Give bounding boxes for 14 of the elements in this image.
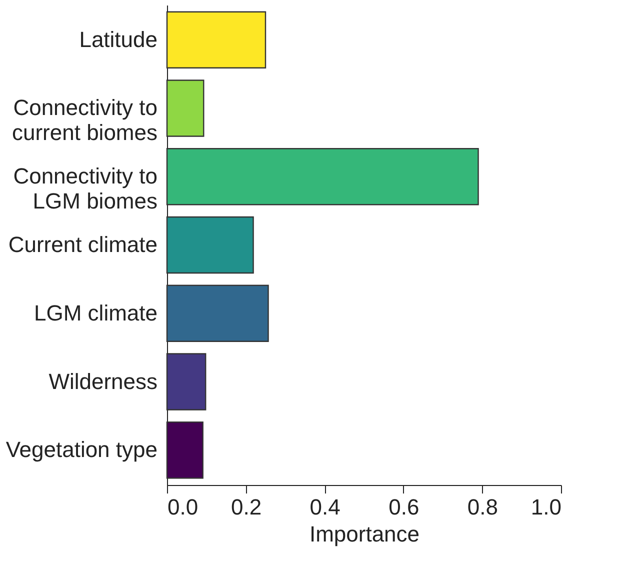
y-tick-label: Connectivity to LGM biomes [13,164,158,214]
x-tick-label: 1.0 [530,494,562,520]
x-tick-label: 0.2 [231,494,262,520]
y-tick-label: Wilderness [48,368,158,394]
x-tick-label: 0.4 [310,494,340,520]
y-tick-label: Current climate [8,232,158,257]
y-tick-label: Latitude [79,26,158,52]
y-tick-label: Vegetation type [6,437,158,462]
x-tick-label: 0.0 [168,494,198,520]
x-tick-label: 0.6 [388,494,420,520]
x-axis-title: Importance [309,522,420,546]
x-tick-label: 0.8 [467,494,498,520]
y-tick-label: Connectivity to current biomes [12,95,158,146]
y-tick-label: LGM climate [34,300,158,326]
